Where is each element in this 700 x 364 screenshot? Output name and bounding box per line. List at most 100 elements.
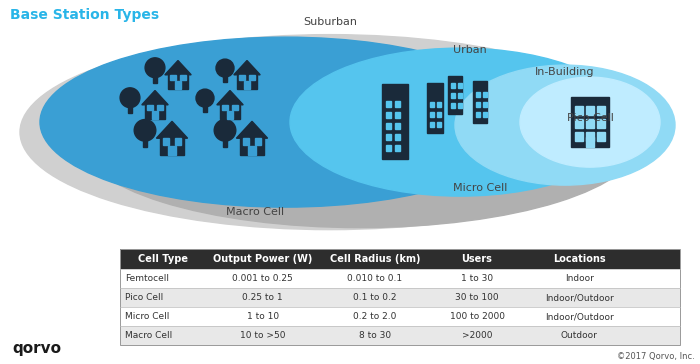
Text: Indoor/Outdoor: Indoor/Outdoor bbox=[545, 293, 614, 302]
Text: Output Power (W): Output Power (W) bbox=[213, 254, 312, 264]
Text: Pico Cell: Pico Cell bbox=[125, 293, 163, 302]
Bar bbox=[451, 103, 455, 108]
Text: Micro Cell: Micro Cell bbox=[125, 312, 169, 321]
Bar bbox=[571, 97, 609, 147]
Bar bbox=[458, 93, 462, 98]
Bar bbox=[395, 123, 400, 129]
Bar bbox=[174, 138, 181, 145]
Bar bbox=[430, 122, 434, 127]
Bar bbox=[386, 145, 391, 151]
Text: 0.001 to 0.25: 0.001 to 0.25 bbox=[232, 274, 293, 283]
Text: Indoor/Outdoor: Indoor/Outdoor bbox=[545, 312, 614, 321]
Bar bbox=[227, 111, 233, 119]
Ellipse shape bbox=[80, 53, 640, 228]
Polygon shape bbox=[237, 121, 267, 138]
Bar bbox=[451, 93, 455, 98]
Bar bbox=[232, 105, 238, 110]
Bar bbox=[386, 134, 391, 140]
Text: Users: Users bbox=[461, 254, 492, 264]
Bar bbox=[223, 105, 228, 110]
Text: Urban: Urban bbox=[453, 45, 487, 55]
Bar bbox=[427, 83, 443, 133]
Bar bbox=[158, 105, 162, 110]
Text: 0.2 to 2.0: 0.2 to 2.0 bbox=[353, 312, 396, 321]
Polygon shape bbox=[217, 91, 243, 105]
Text: 10 to >50: 10 to >50 bbox=[240, 331, 286, 340]
Bar bbox=[597, 132, 605, 141]
Text: Pico Cell: Pico Cell bbox=[566, 113, 613, 123]
Ellipse shape bbox=[120, 88, 140, 108]
Bar bbox=[153, 74, 158, 83]
Bar bbox=[120, 326, 680, 345]
Text: Base Station Types: Base Station Types bbox=[10, 8, 159, 22]
Bar bbox=[143, 138, 148, 147]
Text: Macro Cell: Macro Cell bbox=[226, 207, 284, 217]
Text: 30 to 100: 30 to 100 bbox=[455, 293, 499, 302]
Bar bbox=[430, 112, 434, 117]
Bar bbox=[240, 138, 264, 155]
Bar bbox=[458, 103, 462, 108]
Bar bbox=[152, 111, 158, 119]
Text: Micro Cell: Micro Cell bbox=[453, 183, 508, 193]
Bar bbox=[575, 132, 583, 141]
Bar bbox=[145, 105, 165, 119]
Ellipse shape bbox=[216, 59, 234, 77]
Text: Indoor: Indoor bbox=[565, 274, 594, 283]
Bar bbox=[586, 132, 594, 141]
Text: In-Building: In-Building bbox=[536, 67, 595, 77]
Bar bbox=[395, 134, 400, 140]
Bar bbox=[575, 119, 583, 128]
Bar bbox=[120, 269, 680, 288]
Ellipse shape bbox=[145, 58, 165, 78]
Bar bbox=[386, 101, 391, 107]
Bar bbox=[437, 112, 441, 117]
Text: >2000: >2000 bbox=[462, 331, 492, 340]
Bar bbox=[448, 76, 462, 114]
Text: 0.010 to 0.1: 0.010 to 0.1 bbox=[347, 274, 402, 283]
Text: 100 to 2000: 100 to 2000 bbox=[449, 312, 505, 321]
Ellipse shape bbox=[40, 37, 530, 207]
Bar bbox=[483, 112, 487, 117]
Bar bbox=[473, 81, 487, 123]
Bar bbox=[239, 75, 245, 80]
Bar bbox=[128, 104, 132, 113]
Bar bbox=[476, 102, 480, 107]
Bar bbox=[244, 82, 251, 89]
Bar bbox=[451, 83, 455, 88]
Bar bbox=[483, 92, 487, 97]
Ellipse shape bbox=[196, 89, 214, 107]
Bar bbox=[243, 138, 249, 145]
Bar bbox=[180, 75, 186, 80]
Bar bbox=[170, 75, 176, 80]
Bar bbox=[382, 84, 408, 159]
Bar bbox=[386, 123, 391, 129]
Text: 1 to 30: 1 to 30 bbox=[461, 274, 493, 283]
Bar bbox=[120, 249, 680, 345]
Bar bbox=[458, 83, 462, 88]
Text: Suburban: Suburban bbox=[303, 17, 357, 27]
Text: Outdoor: Outdoor bbox=[561, 331, 598, 340]
Bar bbox=[120, 307, 680, 326]
Bar bbox=[175, 82, 181, 89]
Bar bbox=[597, 119, 605, 128]
Bar bbox=[395, 112, 400, 118]
Text: Cell Type: Cell Type bbox=[139, 254, 188, 264]
Bar bbox=[147, 105, 153, 110]
Text: 0.1 to 0.2: 0.1 to 0.2 bbox=[353, 293, 396, 302]
Bar bbox=[168, 75, 188, 89]
Bar bbox=[120, 288, 680, 307]
Bar bbox=[237, 75, 257, 89]
Text: ©2017 Qorvo, Inc.: ©2017 Qorvo, Inc. bbox=[617, 352, 695, 361]
Bar bbox=[248, 146, 256, 155]
Bar bbox=[586, 106, 594, 115]
Bar bbox=[430, 102, 434, 107]
Polygon shape bbox=[164, 60, 191, 75]
Ellipse shape bbox=[290, 48, 630, 196]
Bar bbox=[160, 138, 183, 155]
Text: Macro Cell: Macro Cell bbox=[125, 331, 172, 340]
Ellipse shape bbox=[455, 65, 675, 185]
Bar bbox=[437, 122, 441, 127]
Bar bbox=[203, 104, 207, 112]
Bar bbox=[586, 137, 594, 147]
Text: 8 to 30: 8 to 30 bbox=[358, 331, 391, 340]
